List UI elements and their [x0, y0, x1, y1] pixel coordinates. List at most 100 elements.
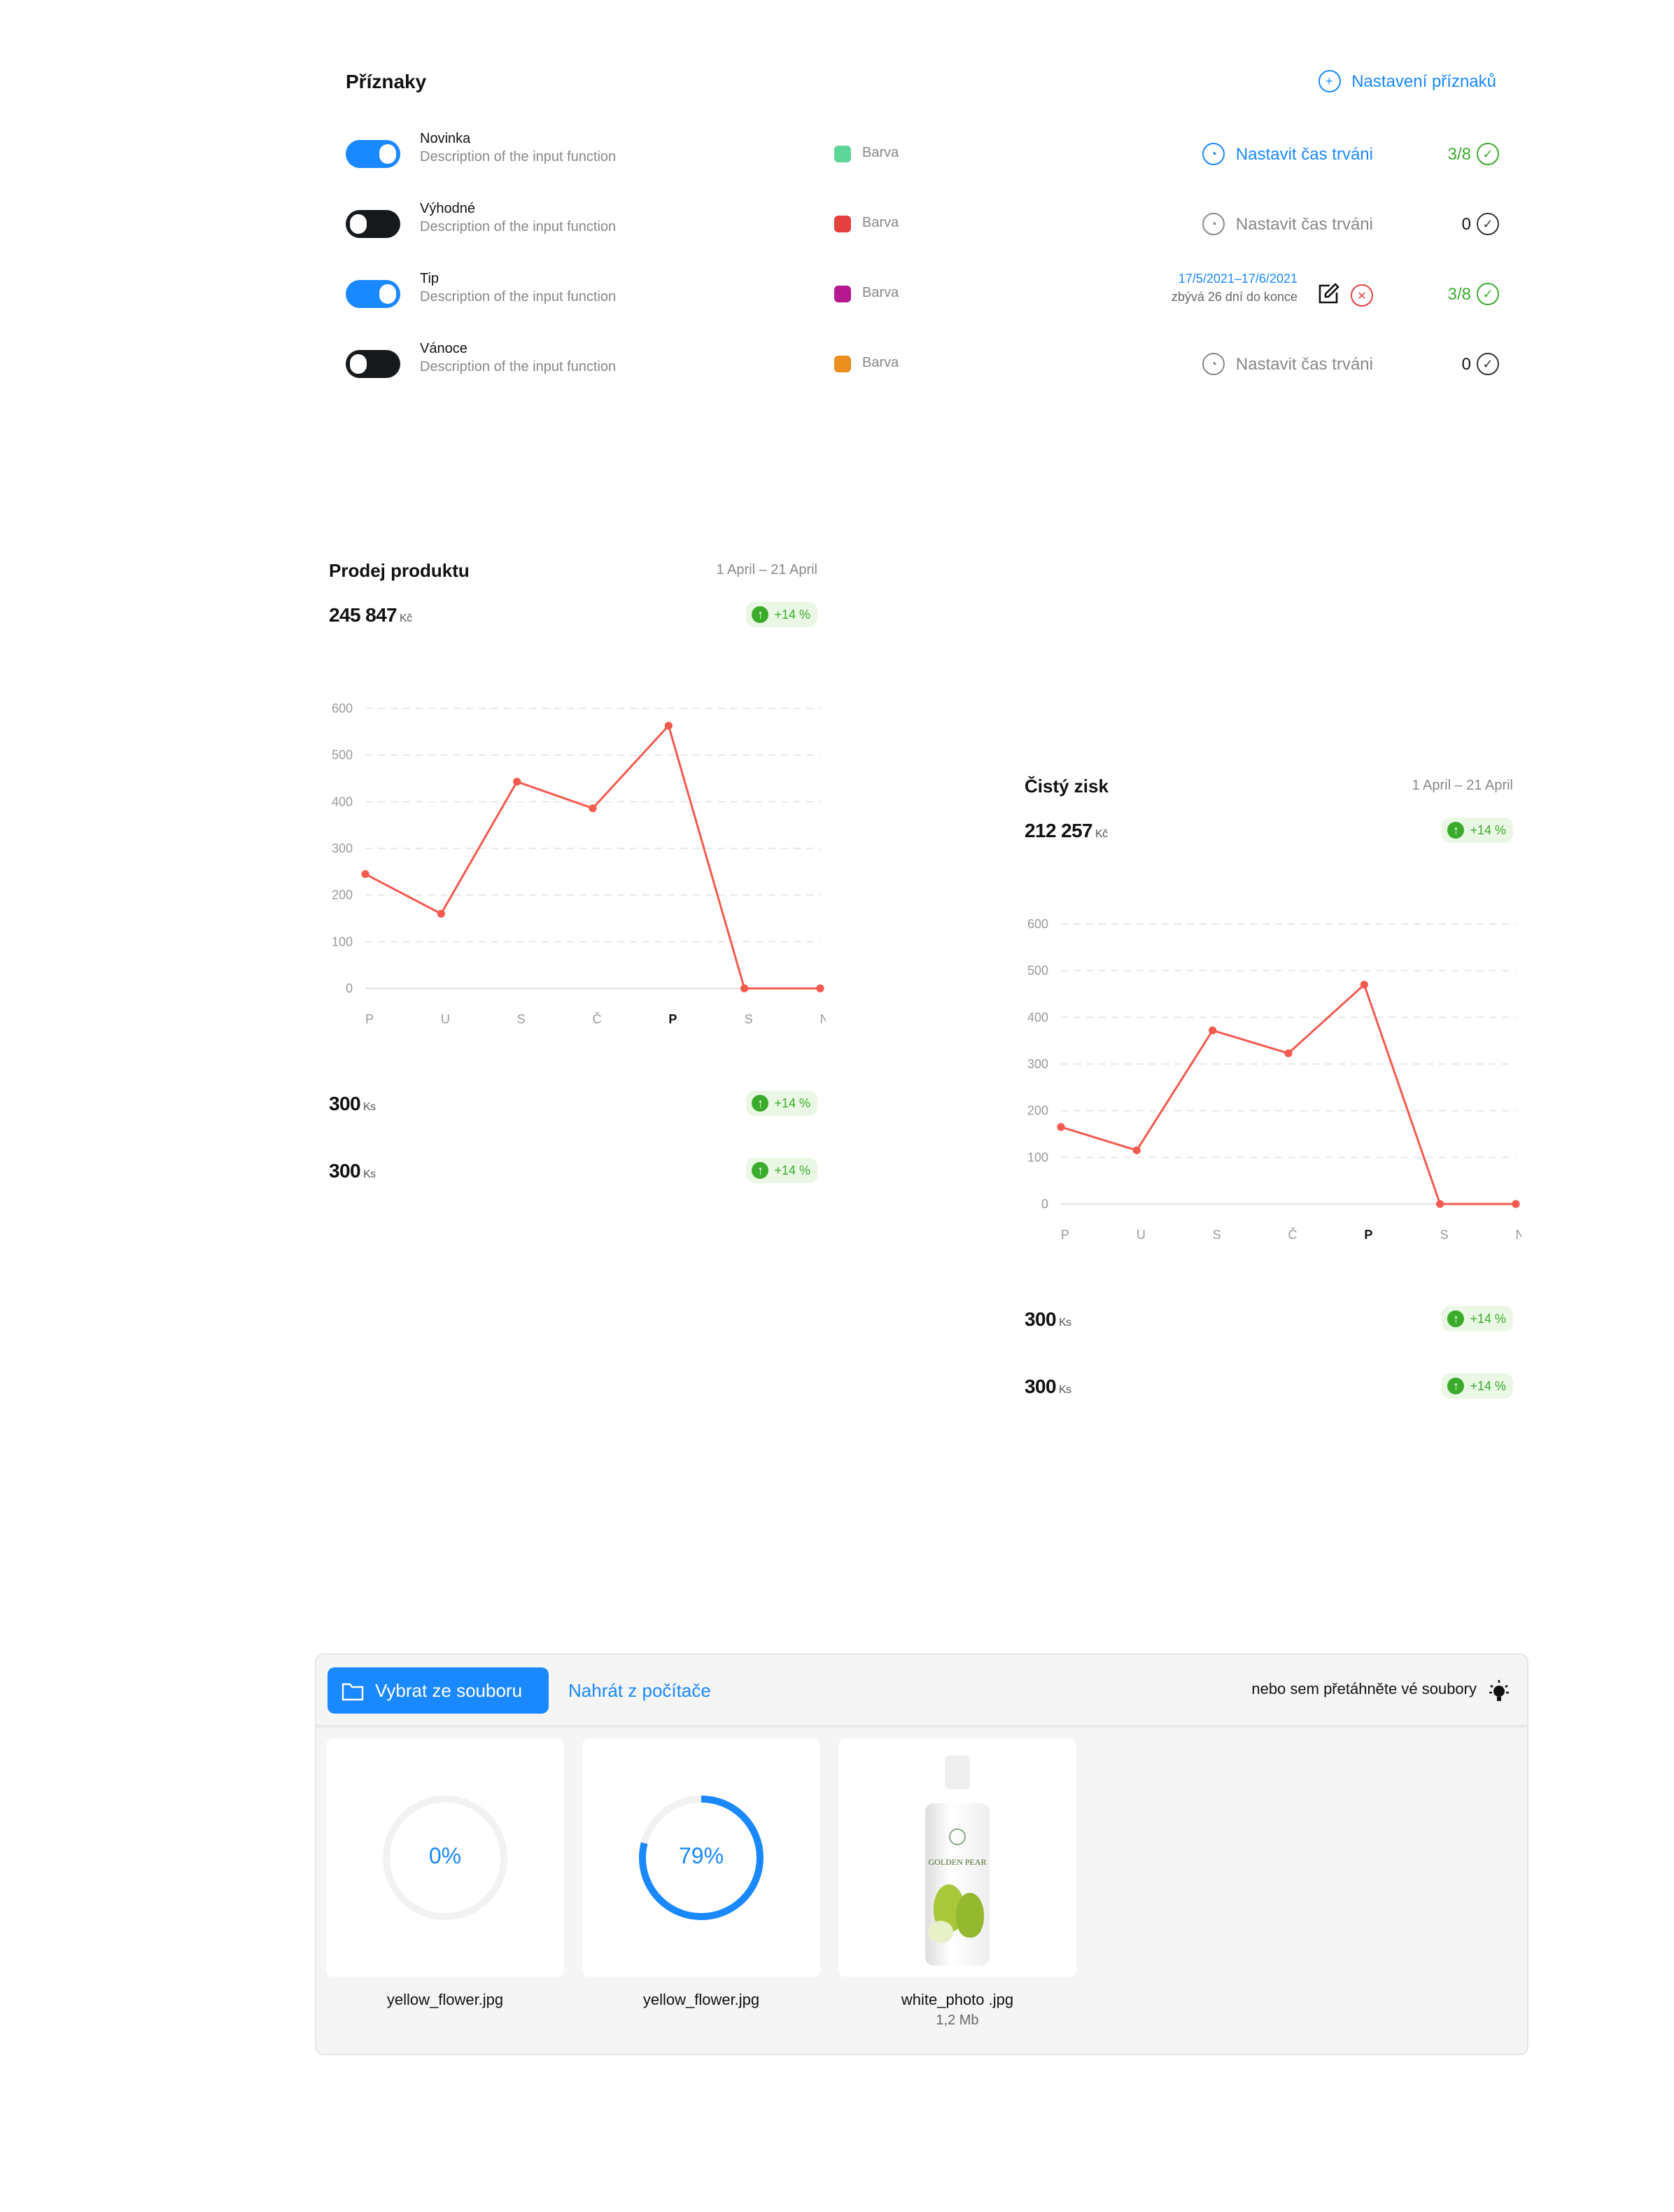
data-point[interactable]: [1209, 1026, 1217, 1035]
select-from-file-button[interactable]: Vybrat ze souboru: [328, 1667, 549, 1714]
date-range[interactable]: 17/5/2021–17/6/2021: [1178, 272, 1297, 286]
y-tick-label: 400: [332, 794, 353, 808]
clock-icon: ◔: [1202, 143, 1225, 165]
change-value: +14 %: [1470, 823, 1506, 837]
x-tick-label: P: [1364, 1228, 1372, 1242]
card-total: 212 257 Kč: [1025, 819, 1108, 841]
data-point[interactable]: [740, 984, 749, 993]
x-tick-label: Č: [593, 1011, 602, 1026]
stat-row: 300 Ks: [1025, 1375, 1071, 1397]
x-tick-label: S: [745, 1012, 753, 1026]
data-point[interactable]: [1436, 1200, 1444, 1208]
arrow-up-icon: ↑: [1447, 1310, 1465, 1327]
total-value: 212 257: [1025, 819, 1093, 841]
data-point[interactable]: [1132, 1146, 1141, 1154]
x-tick-label: Č: [1288, 1227, 1297, 1242]
y-tick-label: 300: [1027, 1057, 1048, 1071]
file-tile[interactable]: 79%: [582, 1739, 820, 1977]
change-badge: ↑ +14 %: [1442, 1306, 1513, 1331]
data-point[interactable]: [437, 909, 445, 918]
set-duration-button[interactable]: ◔ Nastavit čas trváni: [1202, 353, 1373, 375]
flag-row: Výhodné Description of the input functio…: [346, 202, 1499, 245]
flag-toggle[interactable]: [346, 140, 400, 168]
stat-card: Prodej produktu 1 April – 21 April 245 8…: [329, 560, 826, 1204]
x-tick-label: U: [1137, 1228, 1146, 1242]
check-circle-icon: ✓: [1477, 353, 1499, 375]
change-badge: ↑ +14 %: [746, 602, 817, 627]
flags-settings-button[interactable]: + Nastavení příznaků: [1318, 70, 1496, 92]
line-chart: 0 100 200 300 400 500 600 P U S Č P S N: [332, 701, 827, 1026]
file-name-text: yellow_flower.jpg: [642, 1992, 760, 2009]
card-title: Čistý zisk: [1025, 776, 1109, 797]
total-unit: Kč: [1095, 827, 1108, 840]
x-tick-label: N: [1516, 1228, 1522, 1242]
flag-toggle[interactable]: [346, 210, 400, 238]
x-tick-label: P: [668, 1012, 677, 1026]
flag-description: Description of the input function: [420, 220, 617, 235]
color-swatch[interactable]: [834, 286, 851, 302]
stat-unit: Ks: [363, 1100, 376, 1113]
x-tick-label: P: [365, 1012, 374, 1026]
y-tick-label: 100: [332, 934, 353, 948]
upload-progress-ring: [383, 1795, 507, 1920]
change-badge: ↑ +14 %: [1442, 818, 1513, 843]
file-tile[interactable]: 0%: [326, 1739, 564, 1977]
y-tick-label: 200: [332, 888, 353, 902]
set-duration-button[interactable]: ◔ Nastavit čas trváni: [1202, 143, 1373, 165]
file-name-text: yellow_flower.jpg: [386, 1992, 504, 2009]
data-point[interactable]: [589, 804, 597, 813]
y-tick-label: 500: [332, 748, 353, 762]
upload-from-computer-link[interactable]: Nahrát z počítače: [568, 1680, 711, 1701]
data-point[interactable]: [1360, 981, 1368, 989]
arrow-up-icon: ↑: [752, 606, 769, 623]
set-duration-button[interactable]: ◔ Nastavit čas trváni: [1202, 213, 1373, 235]
product-label: GOLDEN PEAR: [928, 1859, 987, 1868]
stat-unit: Ks: [1058, 1383, 1071, 1396]
color-swatch[interactable]: [834, 216, 851, 232]
flags-title: Příznaky: [346, 70, 427, 92]
y-tick-label: 300: [332, 841, 353, 855]
y-tick-label: 600: [332, 701, 353, 715]
flag-description: Description of the input function: [420, 290, 617, 305]
total-value: 245 847: [329, 603, 398, 626]
color-swatch[interactable]: [834, 356, 851, 372]
y-tick-label: 200: [1027, 1104, 1048, 1118]
data-point[interactable]: [816, 984, 824, 993]
stat-unit: Ks: [363, 1168, 376, 1180]
x-tick-label: S: [517, 1012, 526, 1026]
data-point[interactable]: [1284, 1049, 1293, 1058]
file-tile[interactable]: GOLDEN PEAR: [838, 1739, 1076, 1977]
color-label: Barva: [862, 356, 899, 371]
flag-toggle[interactable]: [346, 280, 400, 308]
color-swatch[interactable]: [834, 146, 851, 162]
x-tick-label: U: [441, 1012, 450, 1026]
check-circle-icon: ✓: [1477, 213, 1499, 235]
x-tick-label: N: [820, 1012, 827, 1026]
flag-row: Novinka Description of the input functio…: [346, 132, 1499, 175]
count-value: 0: [1461, 214, 1471, 234]
file-name: yellow_flower.jpg: [582, 1992, 820, 2009]
count-value: 3/8: [1447, 144, 1471, 164]
clock-icon: ◔: [1202, 213, 1225, 235]
remove-duration-icon[interactable]: ✕: [1351, 284, 1373, 307]
flag-toggle[interactable]: [346, 350, 400, 378]
flag-description: Description of the input function: [420, 360, 617, 375]
product-image: GOLDEN PEAR: [922, 1756, 992, 1966]
progress-label: 79%: [678, 1845, 724, 1869]
change-badge: ↑ +14 %: [1442, 1373, 1513, 1399]
stat-row: 300 Ks: [1025, 1308, 1071, 1330]
lightbulb-icon[interactable]: [1488, 1679, 1510, 1704]
data-point[interactable]: [513, 778, 521, 786]
file-name-text: white_photo .jpg: [901, 1992, 1014, 2009]
arrow-up-icon: ↑: [1447, 1378, 1465, 1394]
data-point[interactable]: [1512, 1200, 1520, 1208]
file-name: yellow_flower.jpg: [326, 1992, 564, 2009]
data-point[interactable]: [1057, 1123, 1065, 1131]
edit-icon[interactable]: [1317, 283, 1339, 305]
file-name: white_photo .jpg 1,2 Mb: [838, 1992, 1076, 2029]
data-point[interactable]: [664, 722, 673, 730]
stat-value: 300: [1025, 1308, 1057, 1330]
x-tick-label: P: [1061, 1228, 1069, 1242]
data-point[interactable]: [361, 870, 370, 878]
x-tick-label: S: [1440, 1228, 1449, 1242]
